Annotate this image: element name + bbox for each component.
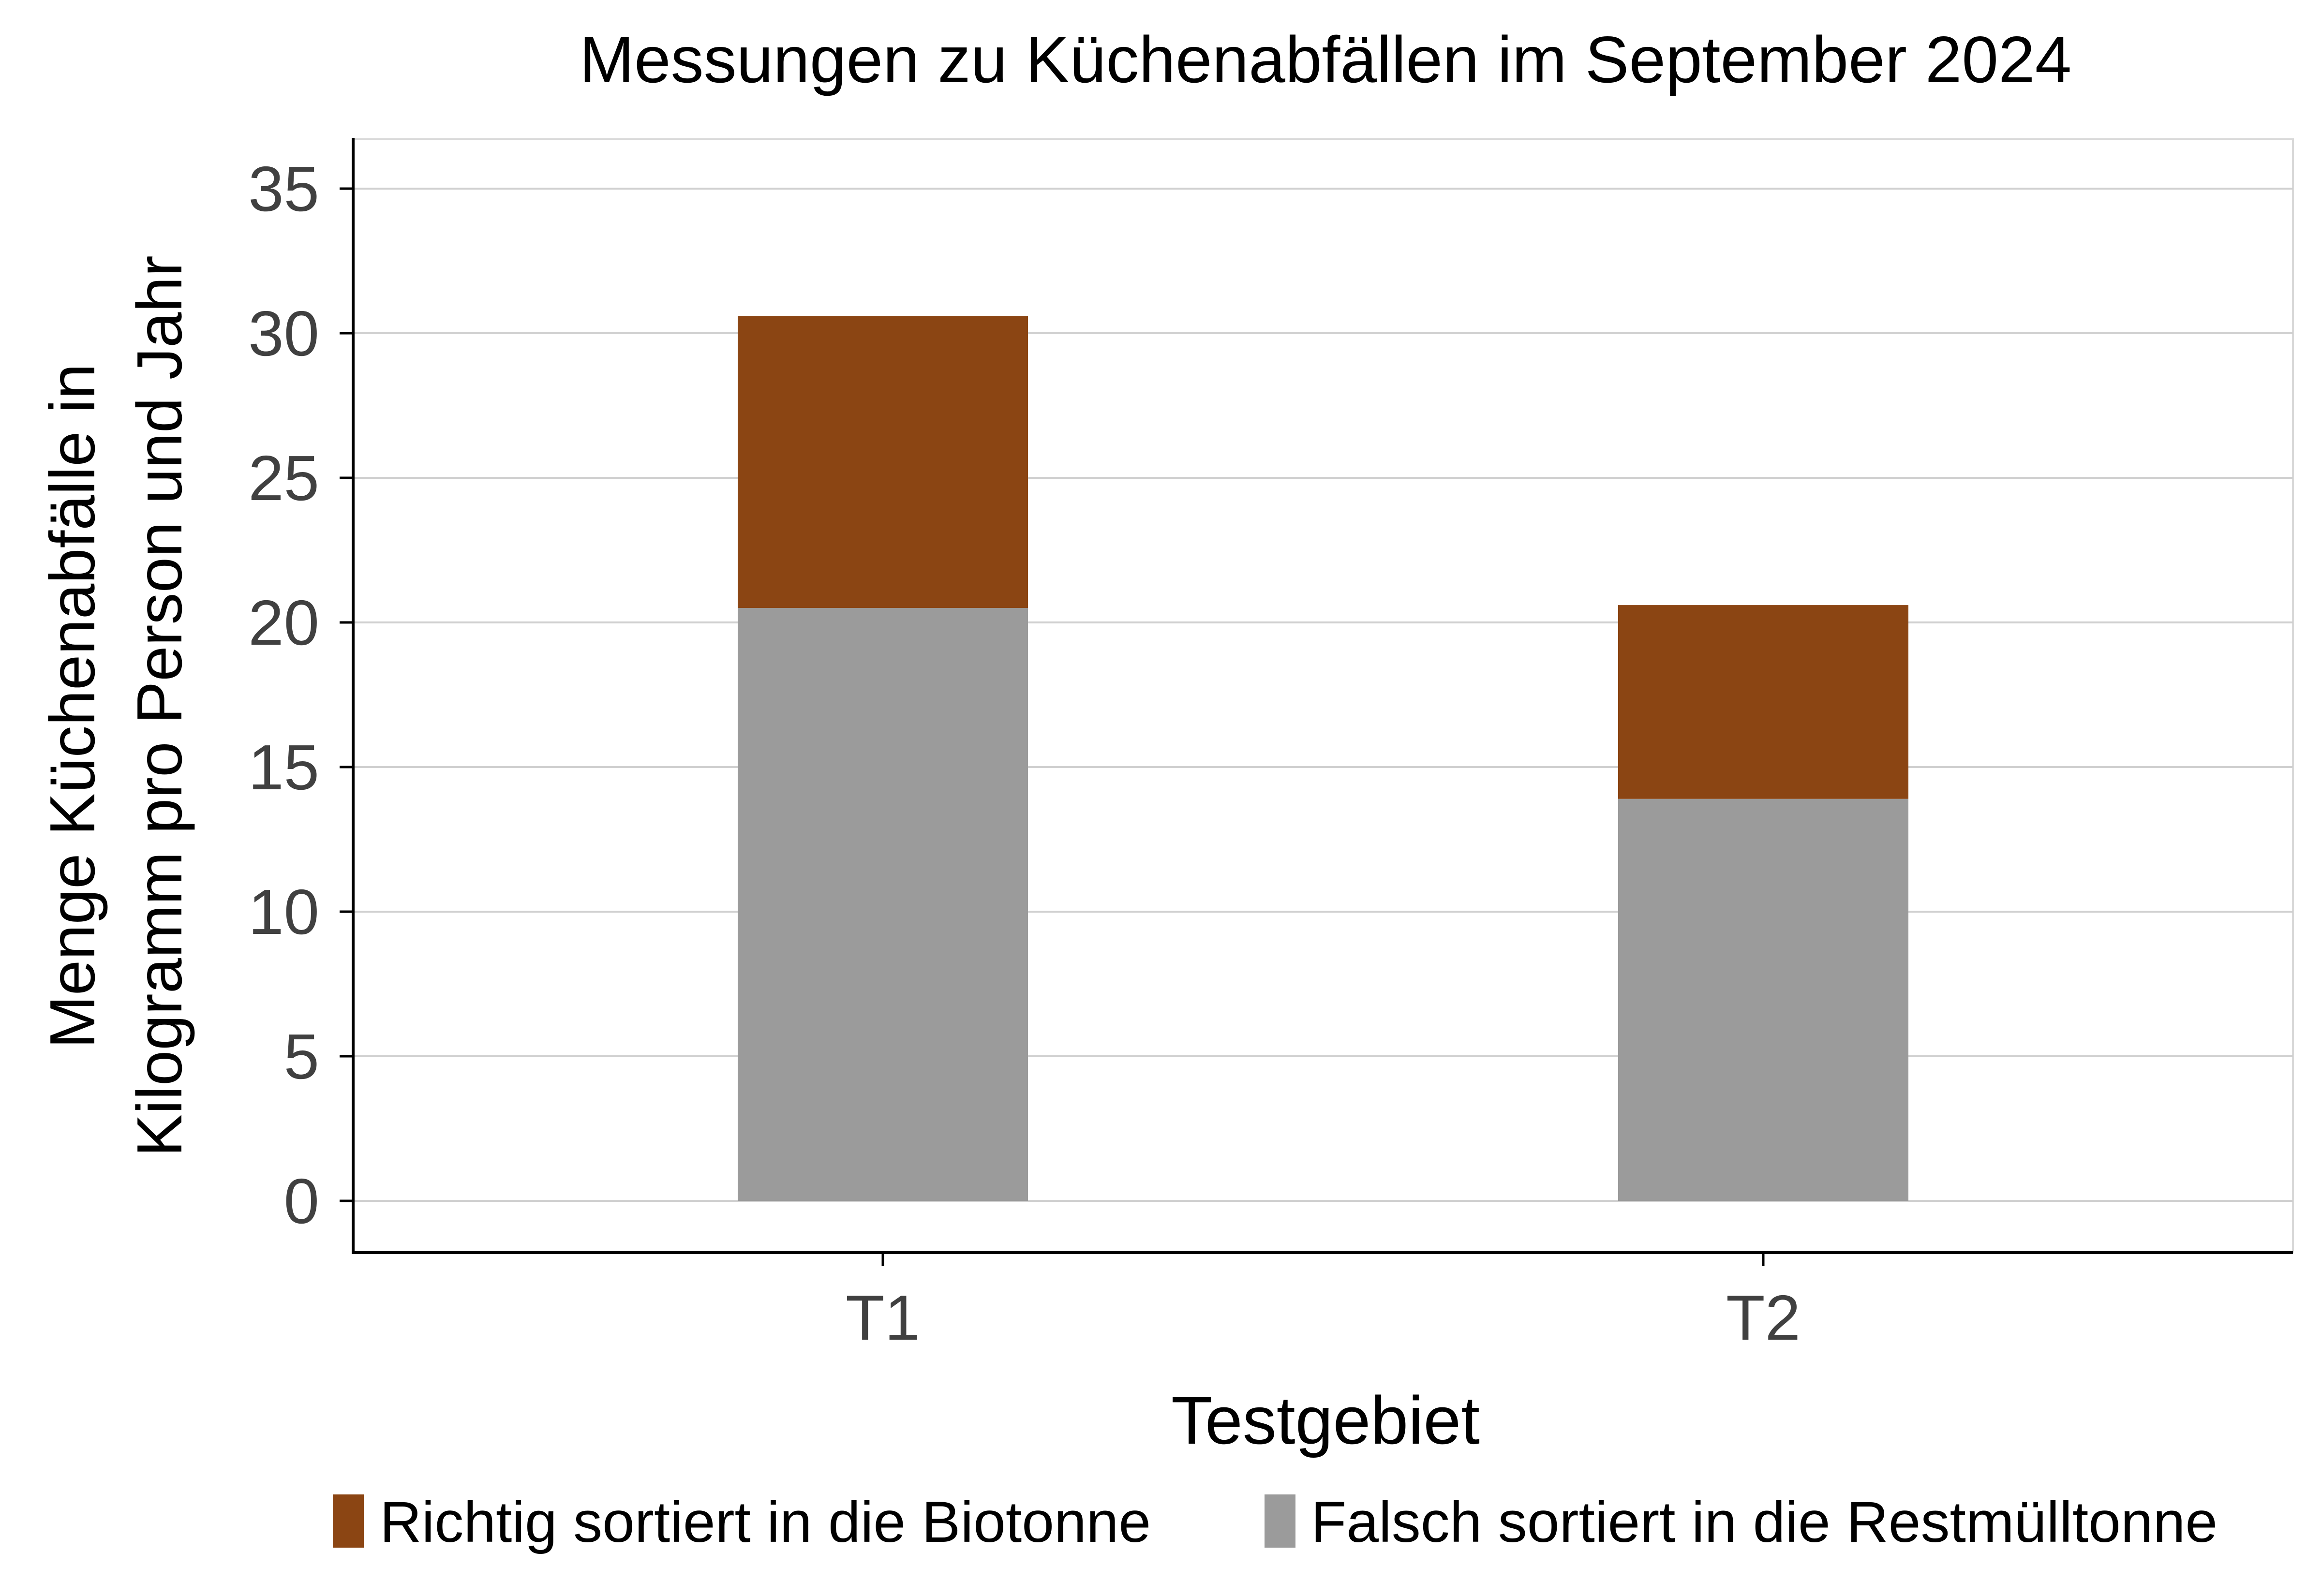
plot-frame [352,138,2294,1253]
y-axis-label: Menge Küchenabfälle in Kilogramm pro Per… [37,255,195,1157]
x-ticks: T1 T2 [846,1253,1801,1353]
bar-t1-series-0 [738,608,1028,1201]
legend-swatch [333,1494,364,1548]
x-tick-label: T2 [1726,1282,1801,1353]
bar-t2-series-1 [1618,605,1908,799]
chart-title: Messungen zu Küchenabfällen im September… [580,23,2072,96]
y-tick-label: 10 [248,876,319,947]
legend-swatch [1265,1494,1295,1548]
y-tick-label: 35 [248,153,319,224]
x-tick-label: T1 [846,1282,920,1353]
y-tick-label: 0 [284,1166,319,1237]
plot-area: 0 5 10 15 20 25 30 35 T1 T2 [248,138,2294,1353]
x-axis-label: Testgebiet [1171,1382,1480,1458]
y-axis-label-line-2: Kilogramm pro Person und Jahr [124,255,195,1157]
y-ticks: 0 5 10 15 20 25 30 35 [248,153,353,1237]
y-tick-label: 15 [248,732,319,803]
gridlines [353,188,2293,1202]
legend: Richtig sortiert in die Biotonne Falsch s… [333,1490,2218,1554]
y-tick-label: 30 [248,298,319,369]
y-tick-label: 20 [248,587,319,658]
bars [738,316,1908,1201]
y-tick-label: 25 [248,443,319,514]
legend-label: Richtig sortiert in die Biotonne [380,1490,1151,1554]
bar-t2-series-0 [1618,798,1908,1201]
bar-t1-series-1 [738,316,1028,608]
y-axis-label-line-1: Menge Küchenabfälle in [37,364,108,1049]
legend-label: Falsch sortiert in die Restmülltonne [1311,1490,2218,1554]
y-tick-label: 5 [284,1021,319,1092]
